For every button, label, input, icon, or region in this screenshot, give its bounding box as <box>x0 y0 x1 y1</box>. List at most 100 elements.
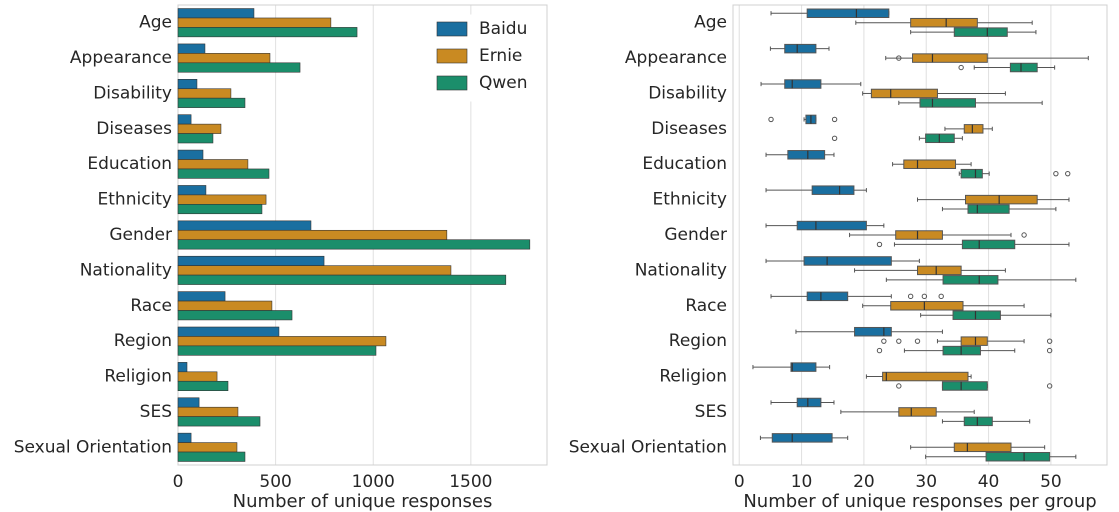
bar <box>177 300 273 311</box>
flier <box>914 338 921 344</box>
bar <box>177 291 226 302</box>
bar <box>177 185 207 196</box>
box <box>890 301 964 311</box>
bar <box>177 53 271 64</box>
bar <box>177 8 255 19</box>
box <box>811 185 855 195</box>
box <box>960 336 988 346</box>
y-tick-label: Education <box>87 154 172 174</box>
y-tick-label: Religion <box>659 367 727 387</box>
bar <box>177 97 246 108</box>
bar <box>177 274 507 285</box>
x-tick-label: 30 <box>915 472 937 492</box>
y-tick-label: Sexual Orientation <box>569 437 727 457</box>
bar <box>177 62 301 73</box>
box <box>895 230 943 240</box>
box <box>898 407 937 417</box>
flier <box>831 116 838 123</box>
y-tick-label: Appearance <box>625 48 727 68</box>
flier <box>881 338 887 344</box>
box <box>917 265 962 276</box>
flier <box>1046 347 1053 354</box>
box <box>960 168 983 179</box>
y-tick-label: Diseases <box>96 119 172 139</box>
box <box>870 88 938 99</box>
y-tick-label: Disability <box>648 83 727 103</box>
box <box>942 345 981 356</box>
flier <box>831 135 838 141</box>
bar <box>177 123 222 134</box>
bar <box>177 442 238 453</box>
y-tick-label: Race <box>685 296 727 316</box>
x-tick-label: 20 <box>853 472 875 492</box>
flier <box>1021 232 1027 238</box>
bar <box>177 79 198 90</box>
bar <box>177 345 377 356</box>
x-tick-label: 0 <box>734 472 745 492</box>
bar <box>177 168 270 179</box>
box <box>942 275 999 285</box>
y-tick-label: Gender <box>664 225 727 245</box>
bar <box>177 397 200 408</box>
flier <box>876 241 883 248</box>
box <box>803 256 892 266</box>
flier <box>938 293 944 300</box>
y-tick-label: Region <box>114 331 172 351</box>
bar <box>177 336 387 347</box>
bar <box>177 416 261 427</box>
box <box>925 133 955 144</box>
y-tick-label: Nationality <box>635 260 727 280</box>
bar <box>177 451 246 462</box>
x-tick-label: 1500 <box>449 472 492 492</box>
box <box>919 98 976 108</box>
y-tick-label: Education <box>642 154 727 174</box>
box <box>963 416 993 427</box>
flier <box>896 338 902 344</box>
bar <box>177 133 214 144</box>
bar <box>177 310 293 321</box>
y-tick-label: Religion <box>104 367 172 387</box>
legend-label: Qwen <box>479 73 528 93</box>
box <box>784 79 822 89</box>
bar <box>177 432 192 443</box>
y-tick-label: SES <box>695 402 727 422</box>
x-tick-label: 50 <box>1040 472 1062 492</box>
box <box>796 220 867 231</box>
box <box>1009 62 1038 73</box>
box <box>965 194 1038 205</box>
flier <box>1053 170 1059 177</box>
legend-label: Baidu <box>479 19 527 39</box>
flier <box>907 293 914 300</box>
x-tick-label: 500 <box>259 472 291 492</box>
bar <box>177 239 531 250</box>
bar <box>177 204 263 215</box>
bar <box>177 43 206 54</box>
box <box>961 239 1016 250</box>
y-tick-label: Ethnicity <box>653 190 727 210</box>
y-tick-label: Gender <box>109 225 172 245</box>
bar <box>177 265 452 276</box>
box <box>985 451 1051 462</box>
x-tick-label: 0 <box>173 472 184 492</box>
box <box>806 8 890 19</box>
bar <box>177 159 249 170</box>
box <box>963 124 984 134</box>
box <box>882 371 969 382</box>
box <box>796 397 822 408</box>
plot-frame <box>732 4 1108 466</box>
box <box>952 310 1001 320</box>
y-tick-label: Age <box>694 13 727 33</box>
bar <box>177 17 332 28</box>
box <box>953 442 1012 453</box>
box <box>771 433 833 443</box>
y-tick-label: Sexual Orientation <box>14 437 172 457</box>
bar <box>177 27 358 38</box>
box <box>953 27 1008 37</box>
box <box>912 53 988 63</box>
x-axis-label: Number of unique responses per group <box>743 491 1096 512</box>
box <box>787 150 826 160</box>
bar <box>177 88 232 99</box>
box <box>941 381 988 391</box>
bar <box>177 114 192 125</box>
y-tick-label: Nationality <box>80 260 172 280</box>
